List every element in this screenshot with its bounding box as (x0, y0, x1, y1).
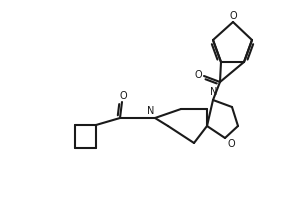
Text: N: N (147, 106, 154, 116)
Text: O: O (194, 70, 202, 80)
Text: O: O (229, 11, 237, 21)
Text: O: O (119, 91, 127, 101)
Text: O: O (227, 139, 235, 149)
Text: N: N (210, 87, 218, 97)
